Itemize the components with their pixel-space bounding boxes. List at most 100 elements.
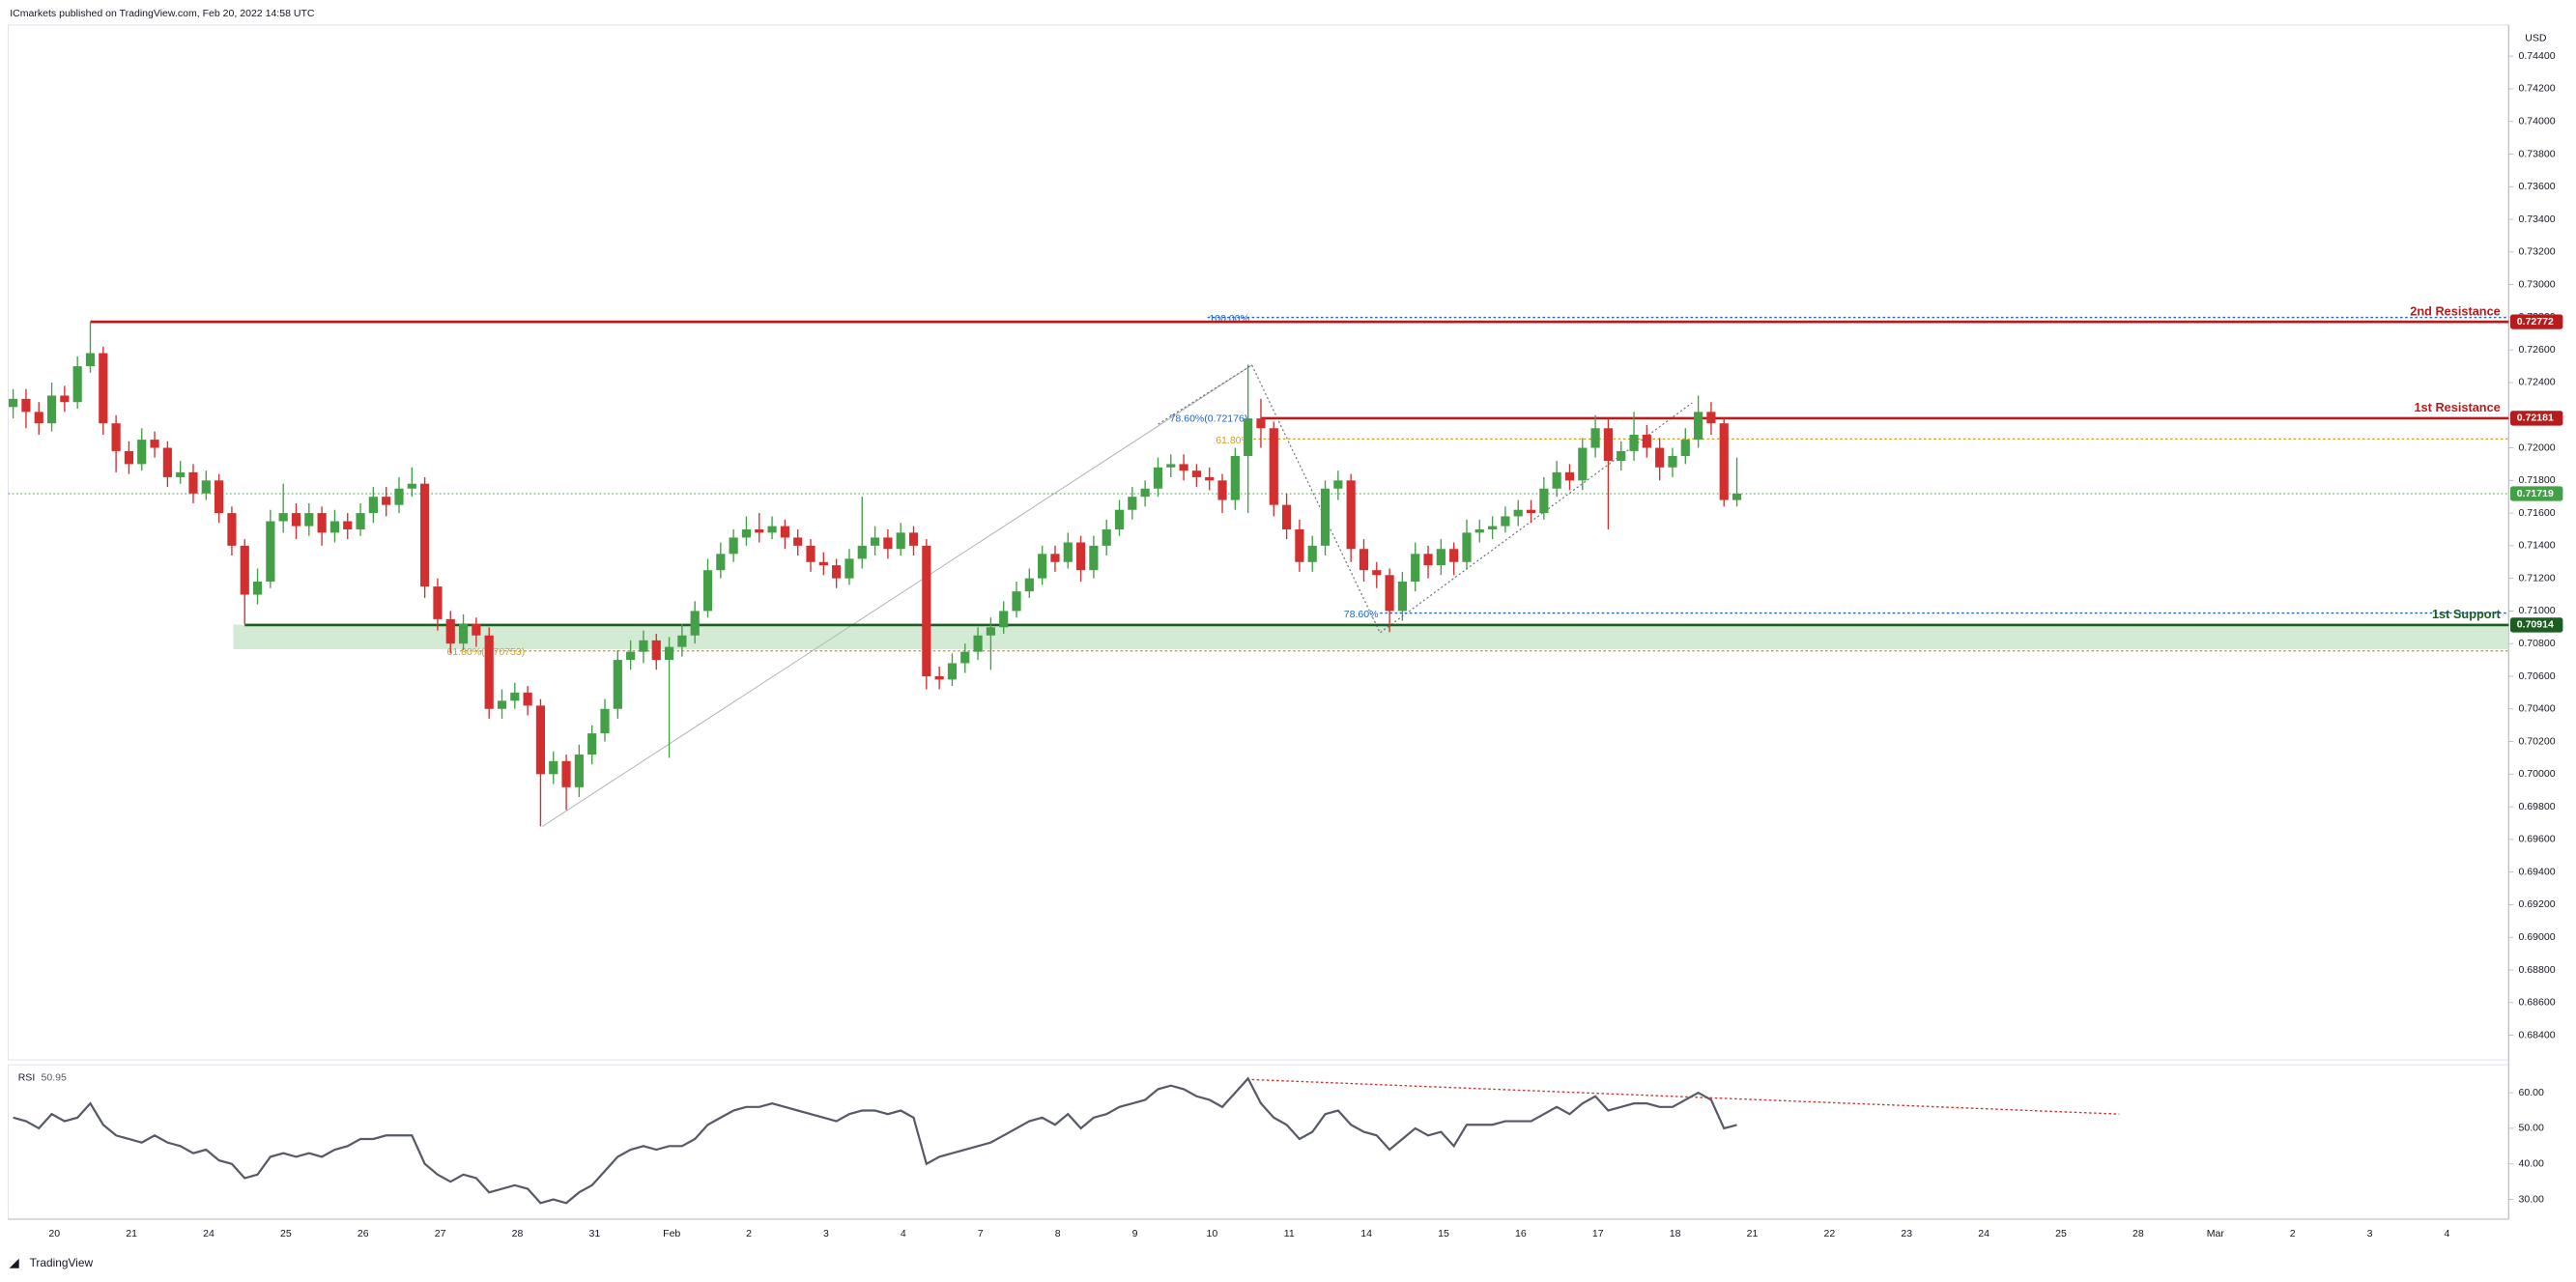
candle-body — [382, 497, 391, 505]
candle-body — [356, 513, 365, 529]
candle-body — [1024, 578, 1034, 592]
x-tick-label: 23 — [1901, 1228, 1912, 1239]
candle-body — [999, 611, 1009, 628]
price-tag — [2509, 411, 2563, 426]
y-tick-label: 0.71400 — [2518, 540, 2555, 552]
candle-body — [1397, 582, 1407, 612]
candle-body — [1269, 428, 1278, 505]
candle-body — [908, 532, 919, 546]
candle-body — [1038, 554, 1047, 579]
candle-body — [1411, 554, 1420, 583]
y-tick-label: 0.74000 — [2518, 116, 2555, 128]
x-tick-label: 22 — [1824, 1228, 1836, 1239]
candle-body — [844, 558, 854, 579]
candle-body — [1244, 418, 1253, 456]
x-tick-label: 11 — [1284, 1228, 1295, 1239]
candle-body — [1642, 435, 1651, 448]
header: ICmarkets published on TradingView.com, … — [10, 8, 315, 19]
candle-body — [1075, 542, 1086, 571]
candle-body — [1706, 412, 1716, 424]
footer-logo: ◢ — [9, 1256, 19, 1269]
candle-body — [46, 395, 57, 424]
candle-body — [1385, 575, 1394, 612]
candle-body — [1474, 528, 1484, 533]
candle-body — [111, 423, 121, 451]
x-tick-label: 26 — [358, 1228, 369, 1239]
candle-body — [857, 545, 867, 559]
candle-body — [1102, 528, 1111, 546]
x-tick-label: 9 — [1132, 1228, 1138, 1239]
x-tick-label: 21 — [1747, 1228, 1759, 1239]
y-tick-label: 0.70600 — [2518, 670, 2555, 682]
candle-body — [1564, 471, 1575, 481]
x-tick-label: Feb — [663, 1228, 680, 1239]
candle-body — [1333, 480, 1343, 489]
candle-body — [317, 513, 327, 533]
candle-body — [176, 471, 186, 477]
y-tick-label: 0.69400 — [2518, 866, 2555, 877]
candle-body — [1114, 509, 1125, 529]
candle-body — [973, 635, 983, 652]
candle-body — [626, 651, 636, 661]
candle-body — [445, 618, 455, 644]
candle-body — [818, 561, 828, 566]
candle-body — [664, 646, 674, 661]
candle-body — [1719, 423, 1729, 500]
x-tick-label: 2 — [2290, 1228, 2296, 1239]
rsi-tick-label: 60.00 — [2518, 1087, 2543, 1098]
candle-body — [1295, 528, 1304, 562]
candle-body — [574, 755, 584, 787]
candle-body — [986, 627, 995, 636]
candle-body — [1281, 504, 1292, 529]
candle-body — [1153, 467, 1163, 489]
candle-body — [433, 586, 443, 619]
candle-body — [1359, 549, 1369, 571]
candle-body — [201, 480, 211, 494]
y-tick-label: 0.74400 — [2518, 50, 2555, 62]
support-zone — [233, 624, 2509, 650]
candle-body — [252, 582, 263, 595]
candle-body — [1089, 545, 1099, 571]
x-tick-label: 8 — [1055, 1228, 1061, 1239]
candle-body — [1552, 471, 1561, 489]
candle-body — [883, 537, 893, 550]
x-tick-label: 20 — [48, 1228, 60, 1239]
candle-body — [368, 497, 378, 514]
candle-body — [1063, 542, 1073, 562]
price-tag-label: 0.72181 — [2517, 413, 2554, 424]
candle-body — [1179, 464, 1188, 471]
candle-body — [690, 611, 700, 636]
candle-body — [1320, 488, 1331, 546]
y-tick-label: 0.68800 — [2518, 964, 2555, 976]
fib-label: 78.60%(0.72176) — [1170, 413, 1248, 425]
y-tick-label: 0.73600 — [2518, 181, 2555, 192]
candle-body — [1166, 464, 1176, 468]
x-tick-label: 17 — [1592, 1228, 1604, 1239]
rsi-line — [13, 1076, 1737, 1205]
x-tick-label: 31 — [588, 1228, 600, 1239]
candle-body — [1372, 570, 1382, 576]
candle-body — [1539, 488, 1549, 514]
candle-body — [716, 554, 726, 571]
candle-body — [1307, 545, 1317, 562]
candle-body — [510, 692, 520, 701]
x-tick-label: 21 — [126, 1228, 137, 1239]
candle-body — [472, 623, 481, 636]
candle-body — [870, 537, 880, 546]
candle-body — [162, 447, 172, 477]
x-tick-label: 7 — [978, 1228, 984, 1239]
candle-body — [420, 483, 430, 587]
candle-body — [896, 532, 905, 550]
candle-body — [1578, 447, 1588, 481]
x-tick-label: 28 — [512, 1228, 524, 1239]
candle-body — [1694, 412, 1703, 441]
candle-body — [549, 760, 558, 775]
candle-body — [639, 640, 648, 652]
candle-body — [677, 635, 687, 647]
candle-body — [1668, 455, 1677, 468]
candle-body — [1256, 418, 1266, 429]
price-tag-label: 0.71719 — [2517, 488, 2554, 499]
candle-body — [1629, 435, 1639, 451]
candle-body — [1436, 549, 1445, 566]
